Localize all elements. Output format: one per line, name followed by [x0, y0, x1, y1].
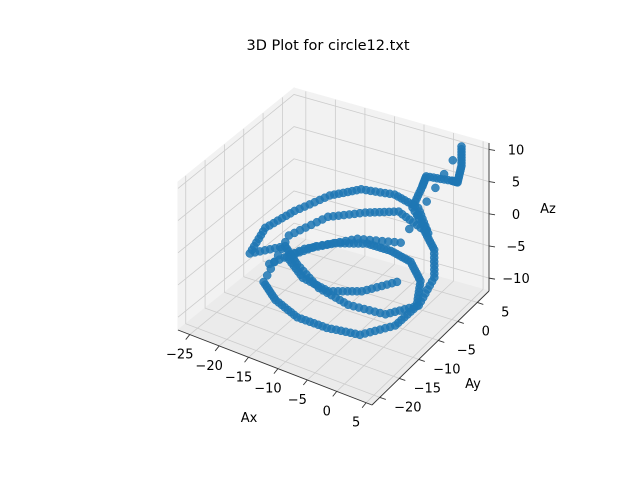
x-gridline	[277, 116, 395, 369]
x-tick-label: −15	[225, 370, 252, 385]
data-point	[259, 277, 268, 287]
x-tick-mark	[185, 334, 191, 340]
z-tick-mark	[488, 213, 496, 216]
z-tick-label: −5	[506, 240, 525, 255]
x-tick-mark	[244, 356, 249, 363]
z-gridline	[177, 158, 490, 254]
y-tick-label: 0	[482, 324, 490, 339]
y-gridline	[185, 175, 380, 398]
z-tick-mark	[488, 148, 496, 151]
y-tick-label: −15	[414, 381, 441, 396]
z-tick-label: 0	[512, 208, 520, 223]
x-tick-label: −10	[254, 382, 281, 397]
x-tick-mark	[273, 368, 279, 374]
y-tick-mark	[379, 396, 386, 400]
x-axis-label: Ax	[241, 411, 258, 426]
chart-title: 3D Plot for circle12.txt	[246, 38, 409, 54]
x-tick-mark	[214, 345, 220, 352]
z-gridline	[177, 126, 490, 221]
x-gridline	[218, 99, 336, 347]
y-gridline	[262, 113, 458, 322]
data-point	[422, 197, 431, 206]
x-tick-mark	[302, 379, 308, 386]
y-tick-mark	[399, 377, 406, 381]
data-point	[270, 257, 279, 267]
data-point	[405, 224, 414, 234]
data-point	[439, 169, 449, 179]
x-tick-label: −20	[195, 359, 222, 374]
y-tick-mark	[477, 301, 484, 305]
z-tick-mark	[488, 277, 496, 280]
x-tick-label: 5	[352, 416, 360, 431]
data-point	[392, 277, 402, 287]
data-point	[457, 142, 466, 151]
data-point	[413, 211, 423, 220]
y-tick-mark	[457, 320, 464, 324]
data-point	[262, 271, 272, 280]
x-gridline	[189, 91, 307, 335]
y-axis-label: Ay	[465, 377, 481, 392]
x-tick-mark	[332, 391, 338, 397]
z-tick-mark	[488, 245, 496, 248]
y-tick-mark	[438, 339, 445, 343]
data-point	[431, 183, 440, 193]
x-tick-mark	[361, 402, 367, 409]
y-tick-label: 5	[501, 305, 509, 320]
z-tick-label: 5	[512, 176, 520, 191]
y-tick-label: −20	[394, 400, 421, 415]
data-point	[273, 251, 283, 260]
x-gridline	[248, 108, 366, 358]
z-tick-label: 10	[508, 143, 525, 158]
z-gridline	[177, 222, 490, 318]
z-tick-label: −10	[502, 272, 529, 287]
x-tick-label: −25	[166, 348, 193, 363]
scatter-points	[245, 142, 466, 340]
x-tick-label: 0	[323, 404, 331, 419]
y-axis-line	[371, 290, 490, 406]
y-tick-label: −5	[457, 343, 476, 358]
x-gridline	[365, 141, 484, 404]
y-tick-mark	[418, 358, 425, 362]
data-point	[448, 156, 458, 165]
y-gridline	[204, 160, 400, 379]
x-tick-label: −5	[288, 393, 307, 408]
z-tick-mark	[488, 181, 496, 184]
y-tick-label: −10	[433, 362, 460, 377]
y-gridline	[243, 128, 439, 341]
axis-lines	[177, 143, 496, 409]
z-axis-label: Az	[540, 202, 556, 217]
x-axis-line	[177, 329, 373, 406]
data-point	[266, 264, 276, 273]
z-gridline	[177, 93, 490, 189]
